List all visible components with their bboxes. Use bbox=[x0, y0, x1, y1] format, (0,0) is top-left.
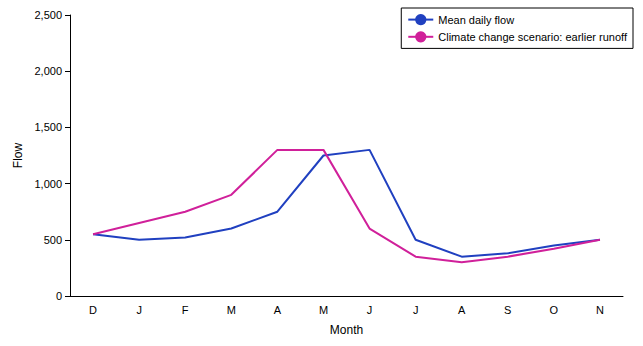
svg-text:1,500: 1,500 bbox=[34, 121, 62, 133]
svg-text:Climate change scenario: earli: Climate change scenario: earlier runoff bbox=[438, 31, 628, 43]
svg-text:N: N bbox=[596, 304, 604, 316]
svg-text:S: S bbox=[504, 304, 511, 316]
svg-text:F: F bbox=[182, 304, 189, 316]
svg-text:Flow: Flow bbox=[11, 143, 25, 169]
svg-text:A: A bbox=[458, 304, 466, 316]
svg-text:Month: Month bbox=[330, 323, 363, 337]
svg-text:M: M bbox=[227, 304, 236, 316]
svg-text:500: 500 bbox=[44, 234, 62, 246]
svg-text:J: J bbox=[136, 304, 142, 316]
svg-text:1,000: 1,000 bbox=[34, 178, 62, 190]
svg-text:J: J bbox=[367, 304, 373, 316]
svg-text:2,000: 2,000 bbox=[34, 65, 62, 77]
svg-text:A: A bbox=[274, 304, 282, 316]
svg-text:2,500: 2,500 bbox=[34, 9, 62, 21]
svg-text:Mean daily flow: Mean daily flow bbox=[438, 14, 514, 26]
svg-text:D: D bbox=[89, 304, 97, 316]
svg-text:O: O bbox=[550, 304, 559, 316]
svg-text:J: J bbox=[413, 304, 419, 316]
svg-text:0: 0 bbox=[56, 290, 62, 302]
svg-text:M: M bbox=[319, 304, 328, 316]
